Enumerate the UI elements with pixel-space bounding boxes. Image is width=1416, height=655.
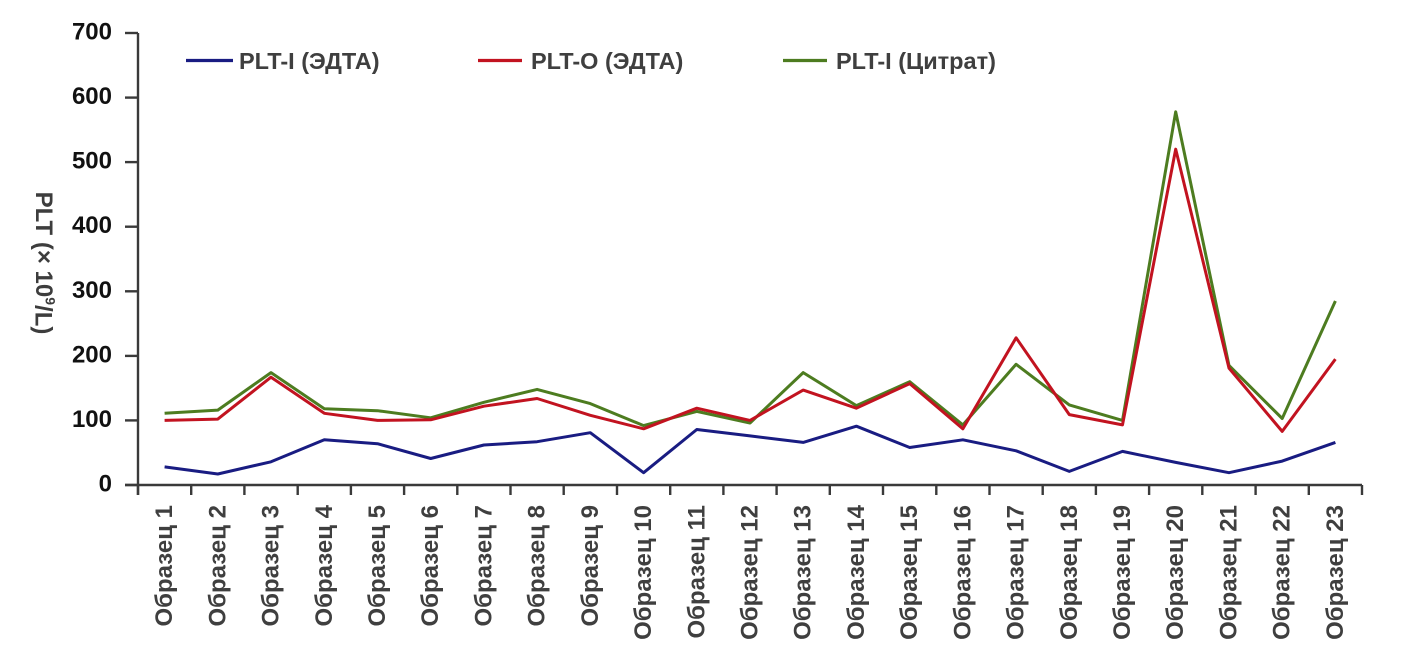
svg-text:Образец 5: Образец 5 xyxy=(364,505,391,627)
svg-text:Образец 1: Образец 1 xyxy=(151,505,178,627)
svg-text:Образец 8: Образец 8 xyxy=(524,505,551,627)
svg-text:Образец 23: Образец 23 xyxy=(1322,505,1349,640)
svg-text:100: 100 xyxy=(72,406,112,433)
svg-text:Образец 19: Образец 19 xyxy=(1109,505,1136,640)
svg-text:Образец 15: Образец 15 xyxy=(896,505,923,640)
svg-text:0: 0 xyxy=(99,471,112,498)
svg-text:Образец 18: Образец 18 xyxy=(1056,505,1083,640)
svg-text:Образец 6: Образец 6 xyxy=(417,505,444,627)
svg-text:Образец 20: Образец 20 xyxy=(1162,505,1189,640)
svg-text:Образец 3: Образец 3 xyxy=(258,505,285,627)
svg-text:200: 200 xyxy=(72,341,112,368)
svg-text:Образец 2: Образец 2 xyxy=(204,505,231,627)
svg-text:Образец 14: Образец 14 xyxy=(843,504,870,640)
svg-text:Образец 12: Образец 12 xyxy=(737,505,764,640)
svg-text:Образец 9: Образец 9 xyxy=(577,505,604,627)
svg-text:Образец 22: Образец 22 xyxy=(1269,505,1296,640)
svg-text:700: 700 xyxy=(72,19,112,46)
svg-text:500: 500 xyxy=(72,148,112,175)
svg-text:PLT-I (Цитрат): PLT-I (Цитрат) xyxy=(836,48,996,74)
svg-text:300: 300 xyxy=(72,277,112,304)
svg-text:PLT-I (ЭДТА): PLT-I (ЭДТА) xyxy=(239,48,380,74)
svg-text:400: 400 xyxy=(72,212,112,239)
svg-text:PLT (× 109/L): PLT (× 109/L) xyxy=(30,192,59,335)
svg-text:Образец 10: Образец 10 xyxy=(630,505,657,640)
svg-text:Образец 7: Образец 7 xyxy=(470,505,497,627)
svg-text:Образец 17: Образец 17 xyxy=(1003,505,1030,640)
svg-text:PLT-O (ЭДТА): PLT-O (ЭДТА) xyxy=(531,48,683,74)
svg-text:Образец 16: Образец 16 xyxy=(949,505,976,640)
svg-text:600: 600 xyxy=(72,83,112,110)
svg-text:Образец 4: Образец 4 xyxy=(311,504,338,626)
svg-text:Образец 11: Образец 11 xyxy=(683,505,710,639)
svg-text:Образец 13: Образец 13 xyxy=(790,505,817,640)
svg-text:Образец 21: Образец 21 xyxy=(1216,505,1243,640)
